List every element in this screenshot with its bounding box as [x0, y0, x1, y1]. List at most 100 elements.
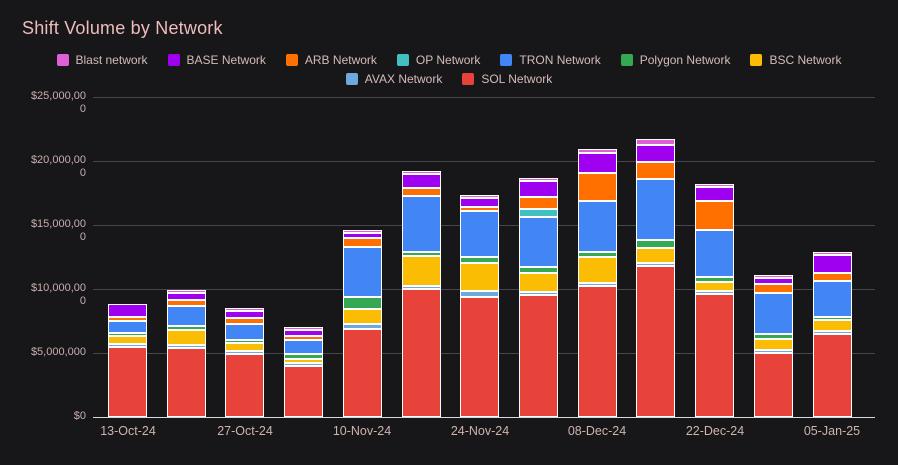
bar-segment-blast-network[interactable]: [754, 275, 793, 278]
bar-segment-sol-network[interactable]: [519, 295, 558, 417]
bar-segment-arb-network[interactable]: [167, 300, 206, 306]
bar-segment-base-network[interactable]: [813, 255, 852, 273]
bar-segment-blast-network[interactable]: [460, 195, 499, 198]
stacked-bar-15-dec-24[interactable]: [636, 139, 675, 417]
bar-segment-arb-network[interactable]: [813, 273, 852, 281]
bar-segment-polygon-network[interactable]: [284, 354, 323, 359]
bar-segment-bsc-network[interactable]: [402, 256, 441, 286]
bar-segment-polygon-network[interactable]: [578, 252, 617, 257]
bar-segment-polygon-network[interactable]: [460, 257, 499, 263]
bar-segment-arb-network[interactable]: [225, 318, 264, 324]
legend-item-polygon-network[interactable]: Polygon Network: [620, 53, 730, 67]
bar-segment-sol-network[interactable]: [402, 289, 441, 417]
bar-segment-sol-network[interactable]: [754, 353, 793, 417]
bar-segment-avax-network[interactable]: [402, 286, 441, 289]
bar-segment-base-network[interactable]: [578, 153, 617, 173]
bar-segment-blast-network[interactable]: [343, 230, 382, 233]
stacked-bar-27-oct-24[interactable]: [225, 308, 264, 417]
bar-segment-arb-network[interactable]: [460, 207, 499, 211]
bar-segment-blast-network[interactable]: [284, 327, 323, 330]
stacked-bar-29-dec-24[interactable]: [754, 275, 793, 417]
bar-segment-arb-network[interactable]: [343, 238, 382, 247]
bar-segment-op-network[interactable]: [519, 209, 558, 217]
bar-segment-base-network[interactable]: [225, 311, 264, 318]
bar-segment-base-network[interactable]: [284, 330, 323, 336]
bar-segment-blast-network[interactable]: [813, 252, 852, 255]
bar-segment-avax-network[interactable]: [108, 344, 147, 347]
bar-segment-sol-network[interactable]: [813, 334, 852, 417]
bar-segment-tron-network[interactable]: [695, 230, 734, 277]
legend-item-base-network[interactable]: BASE Network: [167, 53, 266, 67]
bar-segment-arb-network[interactable]: [695, 201, 734, 230]
bar-segment-tron-network[interactable]: [460, 211, 499, 257]
legend-item-op-network[interactable]: OP Network: [396, 53, 480, 67]
bar-segment-sol-network[interactable]: [108, 347, 147, 417]
bar-segment-polygon-network[interactable]: [108, 333, 147, 336]
bar-segment-polygon-network[interactable]: [813, 317, 852, 320]
bar-segment-bsc-network[interactable]: [167, 330, 206, 345]
stacked-bar-17-nov-24[interactable]: [402, 171, 441, 417]
bar-segment-blast-network[interactable]: [167, 290, 206, 293]
bar-segment-polygon-network[interactable]: [167, 326, 206, 330]
bar-segment-tron-network[interactable]: [225, 324, 264, 340]
bar-segment-polygon-network[interactable]: [519, 267, 558, 273]
bar-segment-base-network[interactable]: [402, 174, 441, 188]
bar-segment-polygon-network[interactable]: [343, 297, 382, 309]
bar-segment-polygon-network[interactable]: [695, 277, 734, 282]
bar-segment-polygon-network[interactable]: [636, 240, 675, 248]
bar-segment-polygon-network[interactable]: [754, 334, 793, 339]
bar-segment-tron-network[interactable]: [578, 201, 617, 252]
bar-segment-avax-network[interactable]: [578, 283, 617, 286]
stacked-bar-05-jan-25[interactable]: [813, 252, 852, 417]
bar-segment-blast-network[interactable]: [578, 149, 617, 153]
bar-segment-sol-network[interactable]: [343, 329, 382, 417]
bar-segment-polygon-network[interactable]: [225, 340, 264, 343]
bar-segment-avax-network[interactable]: [636, 263, 675, 266]
bar-segment-avax-network[interactable]: [813, 331, 852, 334]
bar-segment-bsc-network[interactable]: [284, 359, 323, 363]
bar-segment-avax-network[interactable]: [519, 292, 558, 295]
bar-segment-arb-network[interactable]: [636, 162, 675, 179]
bar-segment-avax-network[interactable]: [167, 345, 206, 348]
bar-segment-tron-network[interactable]: [284, 340, 323, 354]
bar-segment-sol-network[interactable]: [578, 286, 617, 417]
stacked-bar-03-nov-24[interactable]: [284, 327, 323, 417]
bar-segment-blast-network[interactable]: [636, 139, 675, 145]
bar-segment-bsc-network[interactable]: [813, 320, 852, 331]
legend-item-avax-network[interactable]: AVAX Network: [345, 72, 442, 86]
bar-segment-tron-network[interactable]: [343, 247, 382, 297]
bar-segment-blast-network[interactable]: [402, 171, 441, 174]
bar-segment-blast-network[interactable]: [225, 308, 264, 311]
bar-segment-avax-network[interactable]: [343, 324, 382, 329]
stacked-bar-01-dec-24[interactable]: [519, 178, 558, 417]
stacked-bar-20-oct-24[interactable]: [167, 290, 206, 417]
bar-segment-sol-network[interactable]: [695, 294, 734, 417]
legend-item-bsc-network[interactable]: BSC Network: [750, 53, 841, 67]
stacked-bar-13-oct-24[interactable]: [108, 304, 147, 417]
bar-segment-tron-network[interactable]: [636, 179, 675, 240]
bar-segment-bsc-network[interactable]: [225, 343, 264, 351]
bar-segment-arb-network[interactable]: [108, 317, 147, 321]
stacked-bar-08-dec-24[interactable]: [578, 149, 617, 417]
bar-segment-sol-network[interactable]: [284, 366, 323, 417]
bar-segment-bsc-network[interactable]: [343, 309, 382, 324]
bar-segment-bsc-network[interactable]: [636, 248, 675, 263]
bar-segment-avax-network[interactable]: [225, 351, 264, 354]
bar-segment-tron-network[interactable]: [108, 321, 147, 333]
stacked-bar-22-dec-24[interactable]: [695, 184, 734, 417]
bar-segment-arb-network[interactable]: [519, 197, 558, 209]
bar-segment-tron-network[interactable]: [167, 306, 206, 326]
legend-item-sol-network[interactable]: SOL Network: [462, 72, 552, 86]
stacked-bar-24-nov-24[interactable]: [460, 195, 499, 417]
bar-segment-sol-network[interactable]: [225, 354, 264, 417]
bar-segment-sol-network[interactable]: [460, 297, 499, 417]
legend-item-arb-network[interactable]: ARB Network: [285, 53, 377, 67]
bar-segment-base-network[interactable]: [343, 233, 382, 238]
bar-segment-tron-network[interactable]: [754, 293, 793, 334]
bar-segment-base-network[interactable]: [754, 278, 793, 284]
bar-segment-blast-network[interactable]: [519, 178, 558, 181]
bar-segment-avax-network[interactable]: [754, 350, 793, 353]
bar-segment-arb-network[interactable]: [284, 336, 323, 340]
bar-segment-arb-network[interactable]: [754, 284, 793, 293]
bar-segment-bsc-network[interactable]: [519, 273, 558, 292]
